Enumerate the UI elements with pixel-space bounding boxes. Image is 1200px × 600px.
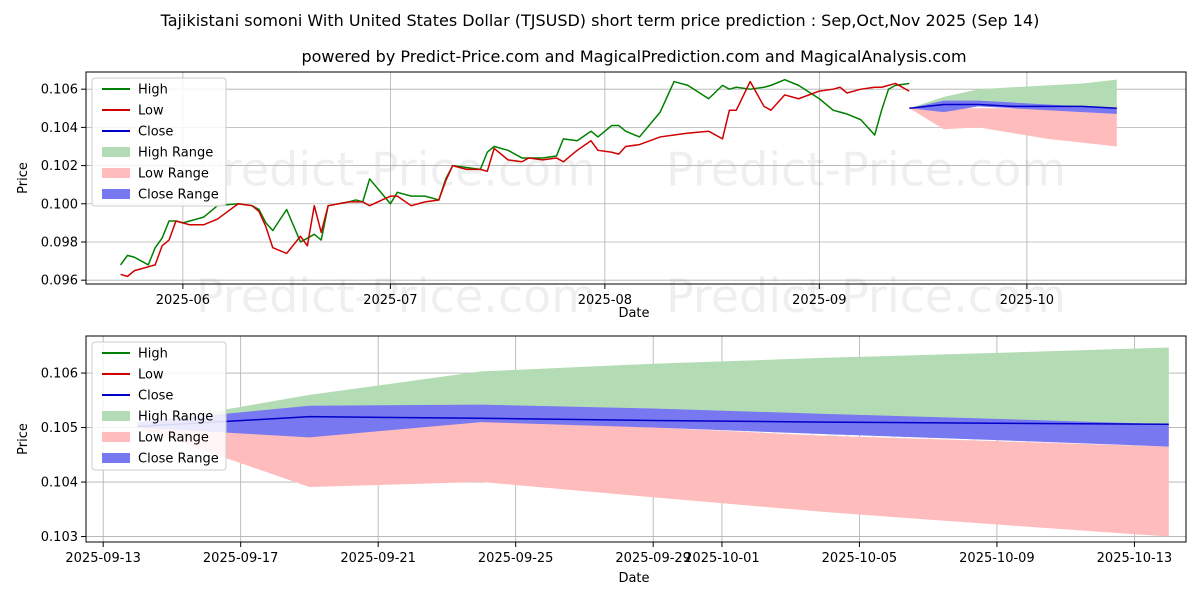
legend-label-low-range: Low Range	[138, 167, 209, 182]
x-tick-label: 2025-09-17	[203, 551, 279, 566]
legend-label-high-range: High Range	[138, 146, 213, 161]
x-tick-label: 2025-10	[1000, 293, 1054, 308]
x-tick-label: 2025-08	[578, 293, 632, 308]
bottom-ylabel: Price	[16, 423, 31, 455]
y-tick-label: 0.102	[41, 159, 78, 174]
plot-border	[85, 335, 1187, 543]
close-line	[137, 415, 1169, 428]
y-tick-label: 0.096	[41, 274, 78, 289]
legend-label-close: Close	[138, 389, 173, 404]
legend: High Low Close High Range Low Range Close Ran…	[91, 341, 227, 471]
x-tick-label: 2025-09-13	[65, 551, 141, 566]
y-tick-label: 0.104	[41, 121, 78, 136]
legend-label-close-range: Close Range	[138, 188, 219, 203]
watermark-text: Predict-Price.com	[196, 269, 596, 323]
x-tick-label: 2025-09-29	[615, 551, 691, 566]
legend-label-high: High	[138, 347, 168, 362]
close-line	[909, 103, 1117, 110]
watermark-text: Predict-Price.com	[666, 143, 1066, 197]
y-tick-label: 0.105	[41, 421, 78, 436]
legend-swatch-low-range	[102, 168, 130, 178]
y-tick-label: 0.103	[41, 530, 78, 545]
low-range-band	[137, 419, 1169, 537]
y-tick-label: 0.104	[41, 476, 78, 491]
y-tick-label: 0.098	[41, 235, 78, 250]
watermark-text: Predict-Price.com	[196, 143, 596, 197]
plot-border	[85, 71, 1187, 285]
chart-subtitle: powered by Predict-Price.com and Magical…	[301, 47, 966, 66]
close-range-band	[137, 404, 1169, 447]
legend-label-low-range: Low Range	[138, 431, 209, 446]
legend-swatch-low-range	[102, 432, 130, 442]
bottom-xlabel: Date	[618, 571, 649, 586]
low-line	[120, 80, 910, 278]
y-tick-label: 0.106	[41, 367, 78, 382]
legend-label-close-range: Close Range	[138, 452, 219, 467]
legend-label-close: Close	[138, 125, 173, 140]
x-tick-label: 2025-10-05	[822, 551, 898, 566]
x-tick-label: 2025-09-21	[340, 551, 416, 566]
low-range-band	[909, 108, 1117, 147]
legend-label-low: Low	[138, 368, 164, 383]
legend-label-low: Low	[138, 104, 164, 119]
legend-swatch-high-range	[102, 411, 130, 421]
top-panel: Price Date Predict-Price.com Predict-Pric…	[16, 71, 1187, 323]
x-tick-label: 2025-09	[792, 293, 846, 308]
chart-title: Tajikistani somoni With United States Do…	[160, 11, 1040, 30]
bottom-panel: Price Date Predict-Price.comPredict-Pric…	[16, 335, 1187, 586]
y-tick-label: 0.100	[41, 197, 78, 212]
y-tick-label: 0.106	[41, 83, 78, 98]
x-tick-label: 2025-06	[156, 293, 210, 308]
x-tick-label: 2025-07	[363, 293, 417, 308]
x-tick-label: 2025-09-25	[478, 551, 554, 566]
legend: High Low Close High Range Low Range Close Ran…	[91, 77, 227, 207]
legend-label-high-range: High Range	[138, 410, 213, 425]
plot-area	[137, 347, 1169, 537]
legend-swatch-close-range	[102, 189, 130, 199]
watermark-text: Predict-Price.com	[666, 269, 1066, 323]
x-tick-label: 2025-10-13	[1097, 551, 1173, 566]
legend-label-high: High	[138, 83, 168, 98]
top-xlabel: Date	[618, 306, 649, 321]
x-tick-label: 2025-10-09	[959, 551, 1035, 566]
legend-swatch-high-range	[102, 147, 130, 157]
x-tick-label: 2025-10-01	[684, 551, 760, 566]
plot-area	[119, 78, 1117, 278]
top-ylabel: Price	[16, 162, 31, 194]
legend-swatch-close-range	[102, 453, 130, 463]
